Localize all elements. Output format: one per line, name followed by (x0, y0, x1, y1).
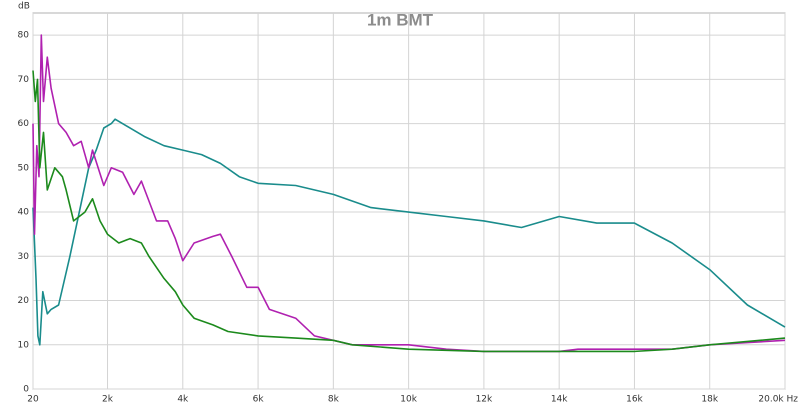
y-tick-label: 40 (18, 208, 30, 218)
x-tick-label: 12k (476, 395, 493, 405)
x-tick-label: 10k (400, 395, 417, 405)
x-tick-label: 20.0k Hz (758, 395, 798, 405)
y-tick-label: 20 (18, 296, 30, 306)
y-tick-label: 0 (23, 385, 29, 395)
y-tick-label: 70 (18, 75, 30, 85)
x-tick-label: 14k (551, 395, 568, 405)
x-tick-label: 2k (102, 395, 114, 405)
x-tick-label: 6k (253, 395, 265, 405)
x-tick-label: 8k (328, 395, 340, 405)
y-tick-label: 10 (18, 340, 30, 350)
series-line (32, 70, 786, 353)
y-tick-label: 30 (18, 252, 30, 262)
x-tick-label: 20 (27, 395, 39, 405)
y-tick-label: 80 (18, 31, 30, 41)
y-tick-label: 50 (18, 163, 30, 173)
y-axis-label: dB (18, 2, 30, 12)
y-tick-label: 60 (18, 119, 30, 129)
series-line (32, 118, 786, 346)
chart-title: 1m BMT (367, 10, 434, 29)
x-tick-label: 16k (626, 395, 643, 405)
x-tick-label: 18k (701, 395, 718, 405)
x-tick-label: 4k (177, 395, 189, 405)
